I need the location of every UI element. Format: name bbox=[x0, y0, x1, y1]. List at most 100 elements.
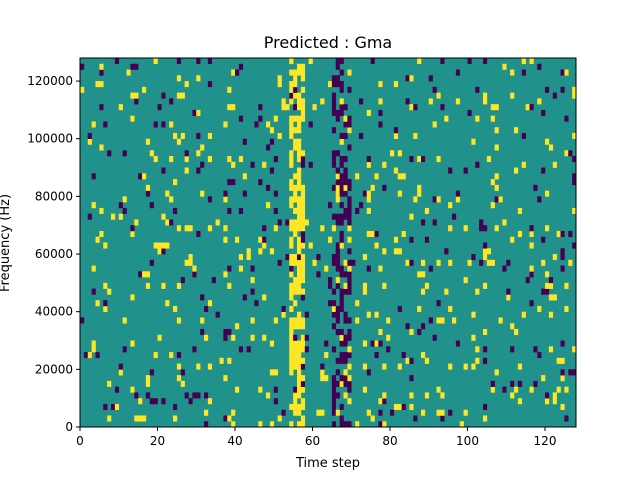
heatmap-cell bbox=[483, 225, 488, 232]
heatmap-cell bbox=[525, 277, 530, 284]
heatmap-cell bbox=[347, 248, 352, 255]
heatmap-cell bbox=[355, 207, 360, 214]
heatmap-cell bbox=[103, 282, 108, 289]
heatmap-cell bbox=[343, 190, 348, 197]
y-tick-label: 80000 bbox=[35, 189, 73, 203]
heatmap-cell bbox=[262, 161, 267, 168]
heatmap-cell bbox=[223, 196, 228, 203]
heatmap-cell bbox=[421, 409, 426, 416]
heatmap-cell bbox=[223, 415, 228, 422]
heatmap-cell bbox=[227, 328, 232, 336]
heatmap-cell bbox=[196, 75, 201, 82]
heatmap-cell bbox=[471, 254, 476, 261]
heatmap-cell bbox=[118, 104, 123, 111]
heatmap-cell bbox=[409, 259, 414, 266]
heatmap-cell bbox=[452, 213, 457, 220]
heatmap-cell bbox=[111, 403, 116, 411]
heatmap-cell bbox=[269, 127, 275, 134]
heatmap-cell bbox=[413, 415, 418, 422]
heatmap-cell bbox=[289, 98, 294, 105]
heatmap-cell bbox=[335, 173, 340, 180]
heatmap-cell bbox=[258, 421, 263, 428]
heatmap-cell bbox=[200, 317, 205, 324]
heatmap-cell bbox=[347, 121, 352, 128]
heatmap-cell bbox=[490, 115, 495, 122]
heatmap-cell bbox=[545, 288, 550, 295]
heatmap-cell bbox=[165, 242, 170, 249]
heatmap-cell bbox=[173, 305, 178, 312]
heatmap-cell bbox=[289, 282, 294, 289]
heatmap-cell bbox=[397, 173, 402, 180]
heatmap-cell bbox=[200, 190, 205, 197]
heatmap-cell bbox=[297, 98, 302, 105]
heatmap-cell bbox=[297, 340, 302, 347]
heatmap-cell bbox=[297, 115, 302, 122]
heatmap-cell bbox=[378, 121, 383, 128]
heatmap-cell bbox=[300, 213, 306, 220]
heatmap-cell bbox=[393, 167, 399, 174]
heatmap-cell bbox=[343, 369, 348, 376]
heatmap-cell bbox=[339, 184, 344, 191]
heatmap-cell bbox=[300, 190, 306, 197]
heatmap-cell bbox=[103, 305, 108, 312]
heatmap-cell bbox=[537, 98, 542, 105]
heatmap-cell bbox=[545, 138, 550, 145]
heatmap-cell bbox=[273, 317, 278, 324]
heatmap-cell bbox=[308, 242, 313, 249]
heatmap-cell bbox=[145, 380, 151, 387]
heatmap-cell bbox=[548, 346, 554, 353]
heatmap-cell bbox=[343, 115, 348, 122]
heatmap-cell bbox=[413, 196, 418, 203]
heatmap-cell bbox=[347, 421, 352, 428]
heatmap-cell bbox=[568, 259, 573, 266]
heatmap-cell bbox=[483, 254, 488, 261]
heatmap-cell bbox=[188, 398, 193, 405]
heatmap-cell bbox=[572, 207, 577, 214]
heatmap-cell bbox=[118, 369, 123, 376]
heatmap-cell bbox=[548, 282, 554, 289]
heatmap-cell bbox=[300, 363, 306, 370]
heatmap-cell bbox=[455, 340, 461, 347]
heatmap-cell bbox=[510, 236, 515, 243]
heatmap-cell bbox=[80, 63, 85, 70]
heatmap-cell bbox=[552, 392, 557, 399]
heatmap-cell bbox=[339, 357, 344, 364]
heatmap-cell bbox=[262, 334, 267, 341]
heatmap-cell bbox=[347, 380, 352, 387]
heatmap-cell bbox=[440, 104, 445, 111]
heatmap-cell bbox=[300, 398, 306, 405]
heatmap-cell bbox=[378, 340, 383, 347]
heatmap-cell bbox=[149, 369, 154, 376]
heatmap-cell bbox=[289, 242, 294, 249]
heatmap-cell bbox=[366, 156, 371, 163]
heatmap-cell bbox=[300, 242, 306, 249]
heatmap-cell bbox=[560, 375, 565, 382]
heatmap-cell bbox=[293, 386, 298, 393]
heatmap-cell bbox=[436, 259, 441, 266]
heatmap-cell bbox=[300, 259, 306, 266]
heatmap-cell bbox=[452, 317, 457, 324]
heatmap-cell bbox=[215, 219, 220, 226]
heatmap-cell bbox=[541, 288, 546, 295]
y-tick-label: 100000 bbox=[27, 132, 73, 146]
heatmap-cell bbox=[490, 202, 495, 209]
heatmap-cell bbox=[99, 63, 104, 70]
heatmap-cell bbox=[343, 392, 348, 399]
heatmap-cell bbox=[273, 369, 278, 376]
heatmap-cell bbox=[417, 328, 422, 336]
heatmap-cell bbox=[328, 236, 333, 243]
heatmap-cell bbox=[552, 92, 557, 99]
heatmap-cell bbox=[289, 363, 294, 370]
heatmap-cell bbox=[347, 236, 352, 243]
heatmap-cell bbox=[142, 415, 147, 422]
heatmap-cell bbox=[103, 242, 108, 249]
heatmap-cell bbox=[374, 173, 379, 180]
heatmap-cell bbox=[91, 340, 96, 347]
heatmap-cell bbox=[568, 150, 573, 157]
heatmap-cell bbox=[494, 104, 499, 111]
heatmap-cell bbox=[180, 277, 185, 284]
heatmap-cell bbox=[347, 363, 352, 370]
heatmap-cell bbox=[486, 156, 492, 163]
heatmap-cell bbox=[180, 92, 185, 99]
